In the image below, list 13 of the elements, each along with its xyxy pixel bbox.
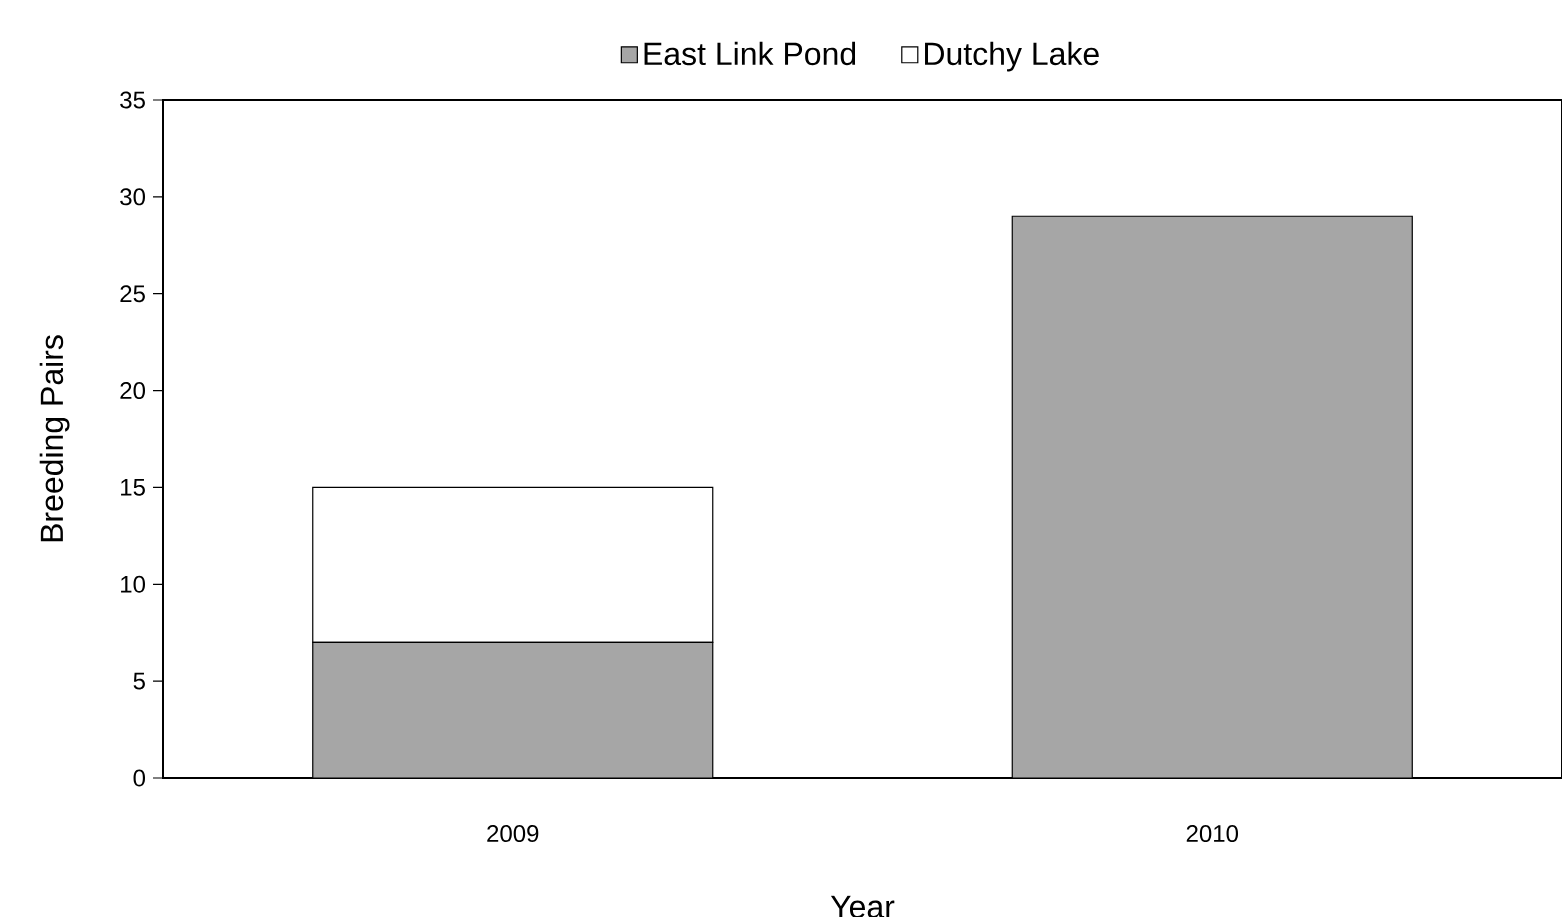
- y-tick-label: 15: [121, 479, 145, 496]
- y-tick-label: 10: [121, 575, 146, 593]
- y-tick-label: 0: [133, 769, 146, 787]
- legend-label: East Link Pond: [644, 41, 856, 66]
- y-tick-label: 30: [120, 188, 146, 206]
- legend-label: Dutchy Lake: [925, 41, 1099, 72]
- x-tick-label: 2010: [1186, 825, 1239, 843]
- y-tick-label: 20: [120, 382, 146, 400]
- y-tick-label: 5: [133, 672, 145, 690]
- y-axis-title: Breeding Pairs: [39, 335, 70, 542]
- y-tick-label: 25: [120, 285, 145, 303]
- y-tick-label: 35: [120, 91, 145, 109]
- x-tick-label: 2009: [487, 825, 539, 843]
